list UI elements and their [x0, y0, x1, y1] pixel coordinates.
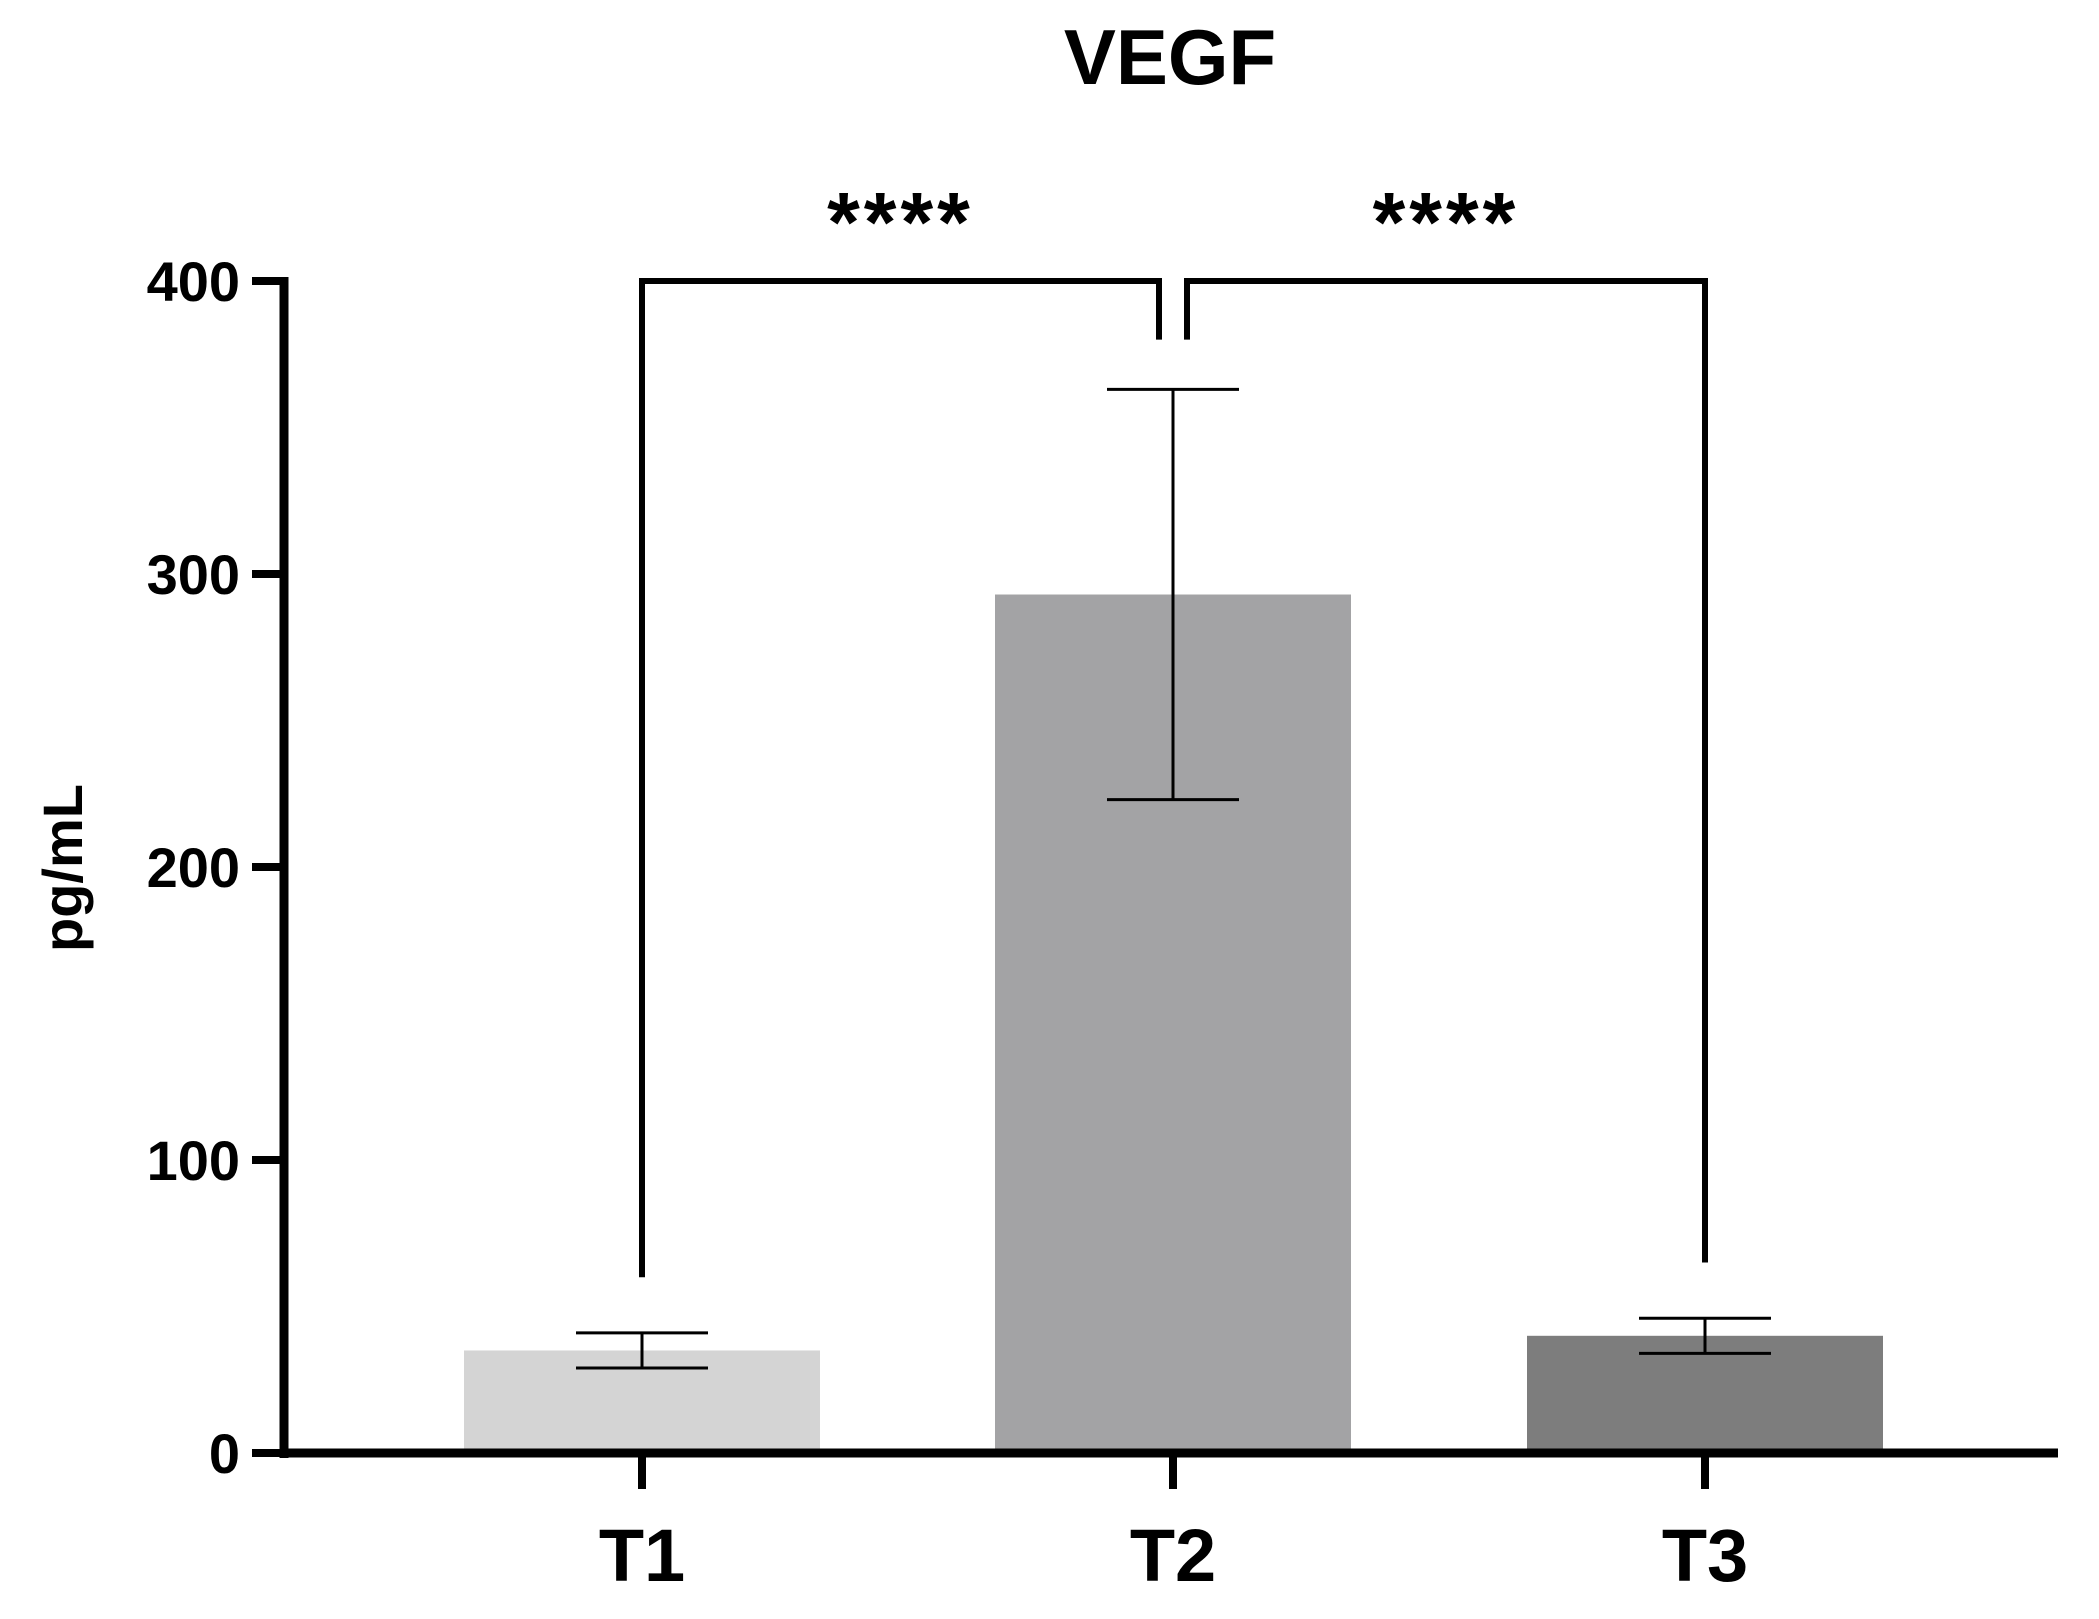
x-tick-label-t3: T3: [1662, 1514, 1748, 1597]
y-axis-label: pg/mL: [31, 784, 94, 952]
chart-title: VEGF: [1064, 13, 1276, 101]
plot-area: 0 100 200 300 400 T1 T2 T3 **** ****: [147, 175, 2058, 1597]
significance-bracket-t1-t2-label: ****: [827, 175, 974, 269]
bar-t3: [1527, 1335, 1883, 1453]
y-tick-label-300: 300: [147, 543, 240, 606]
significance-bracket-t2-t3: [1184, 278, 1708, 1263]
significance-bracket-t1-t2: [639, 278, 1162, 1278]
x-tick-label-t1: T1: [599, 1514, 685, 1597]
y-tick-label-0: 0: [209, 1422, 240, 1485]
y-tick-label-200: 200: [147, 836, 240, 899]
y-tick-label-100: 100: [147, 1129, 240, 1192]
significance-bracket-t2-t3-label: ****: [1373, 175, 1520, 269]
x-tick-label-t2: T2: [1130, 1514, 1216, 1597]
y-tick-label-400: 400: [147, 250, 240, 313]
